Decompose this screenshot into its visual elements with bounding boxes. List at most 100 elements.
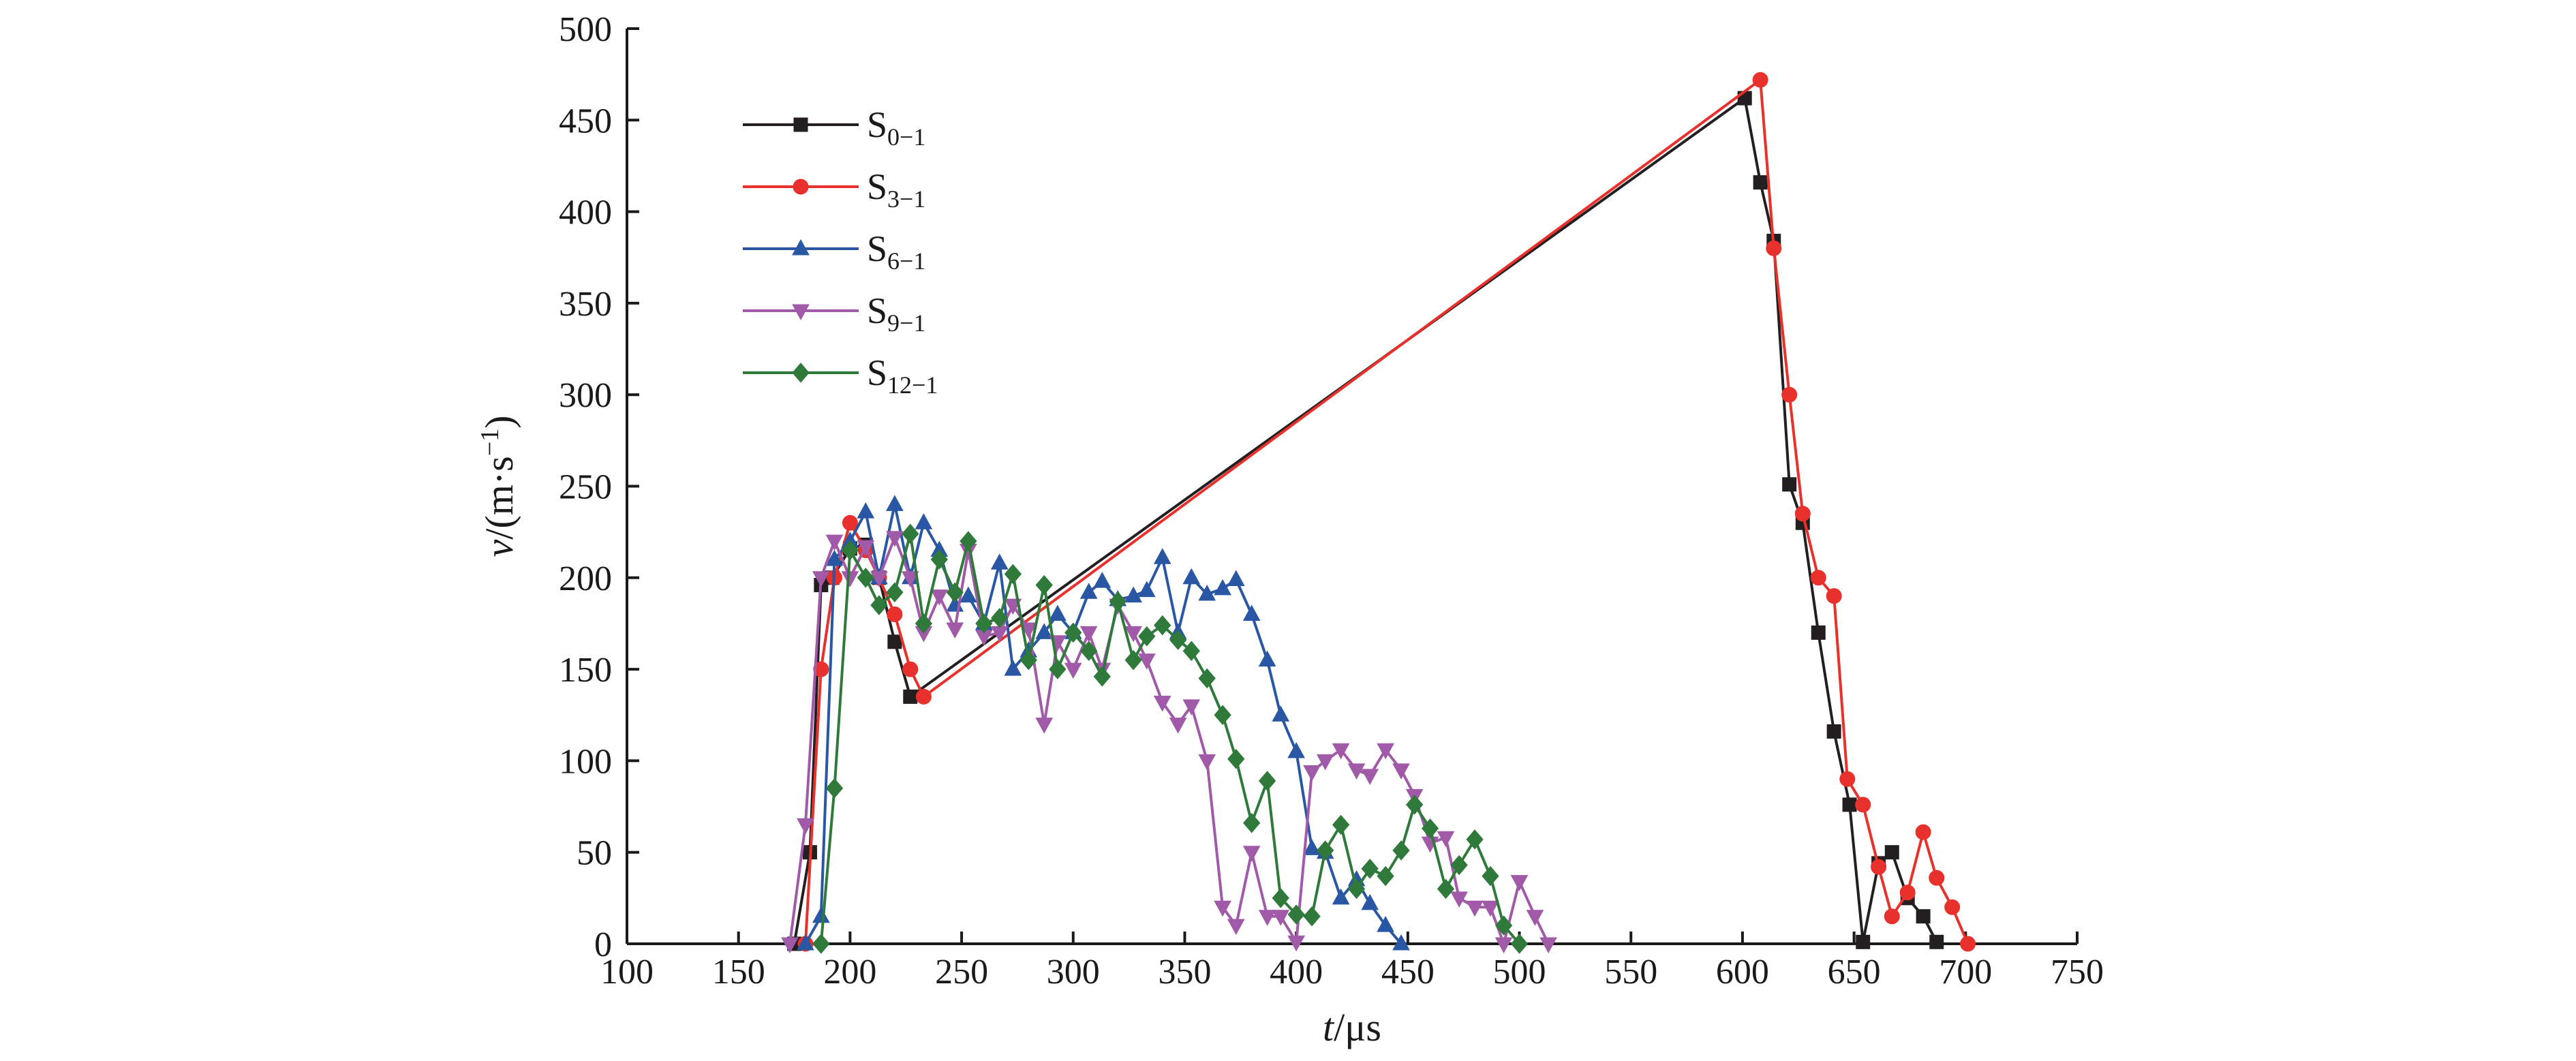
data-point — [1079, 583, 1098, 599]
data-point — [1781, 386, 1798, 403]
data-point — [946, 582, 964, 603]
series-layer — [781, 72, 1976, 954]
x-tick-label: 150 — [712, 953, 765, 991]
data-point — [870, 595, 888, 615]
data-point — [1811, 625, 1826, 640]
data-point — [902, 661, 919, 677]
data-point — [870, 571, 888, 587]
y-tick-label: 150 — [559, 651, 612, 690]
data-point — [857, 540, 875, 557]
x-tick-label: 300 — [1047, 953, 1100, 991]
data-point — [1214, 705, 1231, 726]
data-point — [825, 534, 844, 551]
data-point — [1494, 915, 1513, 936]
data-point — [1093, 572, 1111, 588]
x-tick-label: 100 — [600, 953, 654, 991]
series-3−1 — [797, 72, 1976, 952]
data-point — [1258, 910, 1276, 926]
x-tick-label: 750 — [2051, 953, 2104, 991]
data-point — [1526, 910, 1544, 926]
data-point — [1035, 623, 1054, 639]
data-point — [1944, 899, 1961, 915]
data-point — [1182, 641, 1200, 662]
y-tick-label: 400 — [559, 194, 612, 232]
data-point — [1392, 934, 1410, 951]
data-point — [886, 582, 904, 603]
data-point — [1124, 626, 1143, 643]
data-point — [1960, 936, 1976, 952]
data-point — [1406, 795, 1424, 815]
x-tick-label: 200 — [823, 953, 876, 991]
data-point — [887, 606, 903, 623]
data-point — [930, 549, 948, 570]
data-point — [1782, 477, 1797, 492]
data-point — [1753, 175, 1768, 190]
data-point — [1049, 659, 1067, 679]
series-9−1 — [781, 531, 1557, 954]
data-point — [1137, 581, 1156, 598]
legend-item: S12−1 — [743, 352, 938, 399]
data-point — [813, 661, 829, 677]
data-point — [1303, 839, 1321, 855]
data-point — [1064, 662, 1082, 679]
data-point — [1450, 891, 1468, 908]
data-point — [1287, 741, 1305, 758]
data-point — [1842, 797, 1857, 812]
data-point — [825, 549, 844, 566]
data-point — [812, 906, 830, 923]
data-point — [1494, 937, 1513, 954]
y-axis-unit-open: /(m·s — [477, 456, 521, 539]
data-point — [1227, 748, 1245, 769]
x-tick-label: 400 — [1270, 953, 1323, 991]
data-point — [1871, 859, 1887, 875]
data-point — [857, 502, 875, 519]
data-point — [1377, 916, 1394, 932]
data-point — [1169, 630, 1187, 650]
data-point — [1272, 888, 1289, 908]
legend-item: S9−1 — [743, 290, 925, 337]
data-point — [1137, 653, 1156, 670]
data-point — [1124, 586, 1143, 603]
data-point — [915, 613, 933, 634]
data-point — [857, 568, 874, 588]
data-point — [902, 523, 919, 544]
data-point — [1214, 579, 1231, 596]
data-point — [903, 689, 918, 704]
data-point — [1138, 626, 1156, 647]
x-axis-title: t/μs — [1323, 1005, 1381, 1049]
data-point — [1810, 570, 1826, 586]
data-point — [1198, 668, 1216, 689]
data-point — [1303, 765, 1321, 782]
data-point — [812, 571, 830, 587]
x-tick-label: 550 — [1604, 953, 1657, 991]
data-point — [1361, 893, 1379, 910]
data-point — [1287, 935, 1305, 952]
legend: S0−1 S3−1 S6−1 S9−1 S12−1 — [743, 104, 938, 399]
data-point — [975, 613, 993, 634]
legend-item: S0−1 — [743, 104, 925, 151]
data-point — [1794, 506, 1811, 522]
series-line — [803, 78, 1969, 944]
data-point — [1214, 900, 1231, 917]
data-point — [1303, 906, 1321, 927]
data-point — [886, 495, 904, 511]
axes: 100 150 200 250 300 350 400 450 500 550 600 650 700 7… — [559, 10, 2104, 991]
data-point — [1154, 615, 1171, 636]
data-point — [1437, 831, 1455, 848]
y-tick-label: 200 — [559, 559, 612, 598]
data-point — [1242, 604, 1261, 621]
data-point — [901, 571, 919, 587]
data-point — [1839, 771, 1856, 787]
data-point — [825, 778, 844, 799]
y-axis-unit-sup: −1 — [476, 429, 504, 456]
data-point — [1766, 240, 1782, 256]
data-point — [1079, 626, 1098, 643]
x-tick-label: 450 — [1381, 953, 1435, 991]
legend-label: S3−1 — [867, 166, 925, 213]
data-point — [1915, 824, 1931, 840]
data-point — [1466, 829, 1484, 850]
y-axis-unit-close: ) — [477, 416, 521, 429]
data-point — [1064, 622, 1082, 643]
legend-marker — [793, 179, 809, 195]
data-point — [1332, 888, 1350, 905]
